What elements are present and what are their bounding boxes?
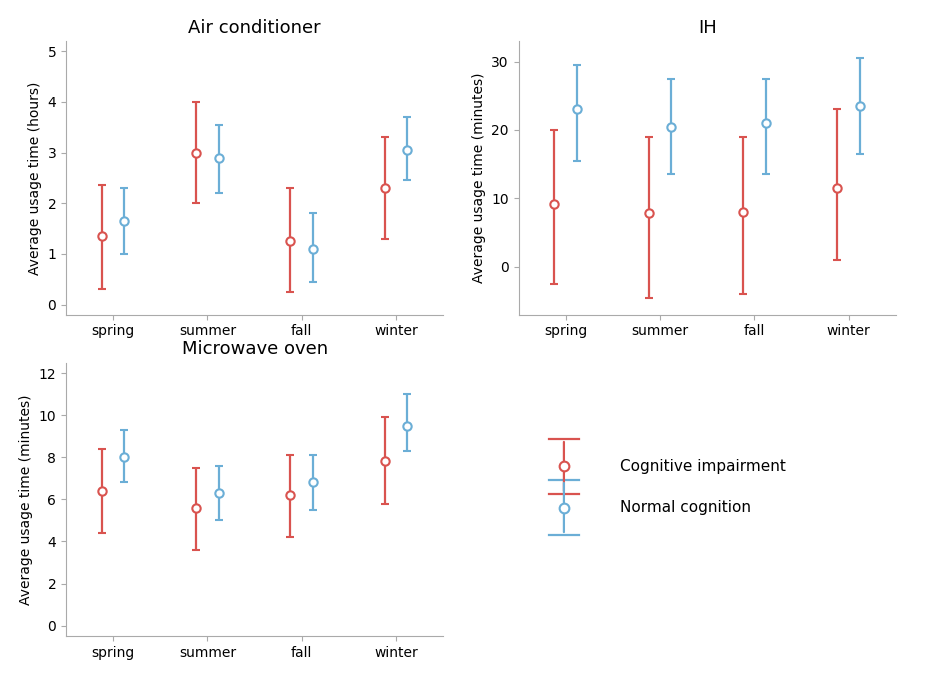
Y-axis label: Average usage time (hours): Average usage time (hours) xyxy=(28,81,41,274)
Title: Microwave oven: Microwave oven xyxy=(182,340,327,358)
Title: IH: IH xyxy=(698,18,717,37)
Text: Normal cognition: Normal cognition xyxy=(620,500,752,515)
Y-axis label: Average usage time (minutes): Average usage time (minutes) xyxy=(19,394,33,605)
Title: Air conditioner: Air conditioner xyxy=(189,18,321,37)
Text: Cognitive impairment: Cognitive impairment xyxy=(620,459,786,474)
Y-axis label: Average usage time (minutes): Average usage time (minutes) xyxy=(472,73,486,283)
